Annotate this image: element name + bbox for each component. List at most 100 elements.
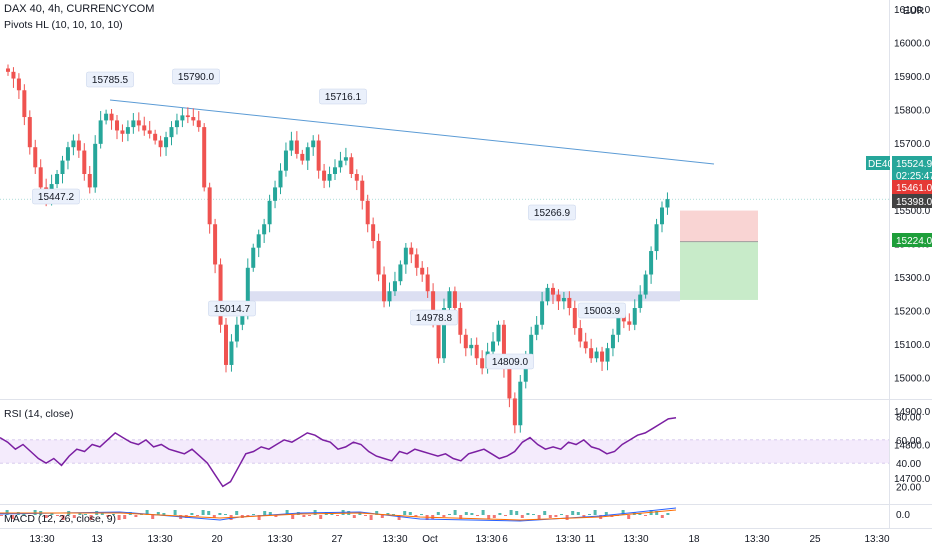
candle-body[interactable] bbox=[300, 153, 305, 161]
candle-body[interactable] bbox=[534, 324, 539, 335]
candle-body[interactable] bbox=[431, 291, 436, 322]
candle-body[interactable] bbox=[262, 224, 267, 235]
candle-body[interactable] bbox=[420, 267, 425, 275]
candle-body[interactable] bbox=[660, 207, 664, 225]
candle-body[interactable] bbox=[185, 115, 190, 118]
candle-body[interactable] bbox=[491, 341, 496, 352]
candle-body[interactable] bbox=[202, 127, 207, 188]
take-profit-zone[interactable] bbox=[680, 241, 758, 300]
candle-body[interactable] bbox=[164, 137, 169, 148]
candle-body[interactable] bbox=[382, 274, 387, 302]
candle-body[interactable] bbox=[109, 113, 114, 121]
candle-body[interactable] bbox=[234, 324, 239, 342]
candle-body[interactable] bbox=[463, 334, 468, 349]
candle-body[interactable] bbox=[643, 274, 648, 295]
candle-body[interactable] bbox=[82, 150, 87, 174]
candle-body[interactable] bbox=[327, 174, 332, 181]
candle-body[interactable] bbox=[583, 341, 588, 349]
candle-body[interactable] bbox=[654, 224, 659, 252]
candle-body[interactable] bbox=[153, 133, 158, 141]
candle-body[interactable] bbox=[343, 157, 348, 161]
candle-body[interactable] bbox=[11, 71, 16, 79]
candle-body[interactable] bbox=[409, 247, 414, 255]
candle-body[interactable] bbox=[104, 113, 109, 121]
candle-body[interactable] bbox=[545, 287, 550, 302]
candle-body[interactable] bbox=[496, 324, 501, 342]
candle-body[interactable] bbox=[458, 308, 463, 335]
candle-body[interactable] bbox=[632, 308, 637, 325]
candle-body[interactable] bbox=[147, 130, 152, 134]
candle-body[interactable] bbox=[251, 247, 256, 268]
candle-body[interactable] bbox=[60, 160, 65, 174]
candle-body[interactable] bbox=[294, 140, 299, 154]
candle-body[interactable] bbox=[512, 398, 517, 426]
candle-body[interactable] bbox=[561, 297, 566, 302]
candle-body[interactable] bbox=[71, 140, 76, 148]
candle-body[interactable] bbox=[305, 147, 310, 161]
candle-body[interactable] bbox=[224, 324, 228, 365]
candle-body[interactable] bbox=[283, 150, 288, 171]
candle-body[interactable] bbox=[610, 334, 615, 349]
candle-body[interactable] bbox=[207, 187, 212, 225]
candle-body[interactable] bbox=[33, 147, 38, 168]
candle-body[interactable] bbox=[120, 130, 125, 134]
candle-body[interactable] bbox=[180, 115, 185, 121]
candle-body[interactable] bbox=[256, 234, 261, 248]
candle-body[interactable] bbox=[523, 358, 528, 382]
candle-body[interactable] bbox=[289, 140, 294, 151]
indicator-label[interactable]: Pivots HL (10, 10, 10, 10) bbox=[4, 19, 123, 31]
candle-body[interactable] bbox=[365, 200, 370, 225]
candle-body[interactable] bbox=[158, 140, 163, 148]
candle-body[interactable] bbox=[436, 321, 441, 359]
candle-body[interactable] bbox=[333, 167, 337, 174]
candle-body[interactable] bbox=[169, 127, 174, 138]
candle-body[interactable] bbox=[316, 140, 321, 171]
candle-body[interactable] bbox=[649, 251, 654, 275]
candle-body[interactable] bbox=[616, 314, 621, 335]
candle-body[interactable] bbox=[174, 120, 179, 128]
candle-body[interactable] bbox=[594, 351, 599, 359]
candle-body[interactable] bbox=[480, 358, 485, 369]
candle-body[interactable] bbox=[93, 143, 98, 188]
candle-body[interactable] bbox=[142, 125, 147, 131]
candle-body[interactable] bbox=[556, 294, 561, 302]
candle-body[interactable] bbox=[589, 348, 594, 359]
candle-body[interactable] bbox=[22, 90, 27, 118]
candle-body[interactable] bbox=[131, 120, 136, 128]
candle-body[interactable] bbox=[387, 291, 392, 302]
candle-body[interactable] bbox=[442, 308, 446, 359]
candle-body[interactable] bbox=[518, 381, 523, 426]
candle-body[interactable] bbox=[98, 120, 103, 144]
candle-body[interactable] bbox=[38, 167, 43, 188]
candle-body[interactable] bbox=[6, 68, 10, 72]
candle-body[interactable] bbox=[55, 174, 60, 185]
candle-body[interactable] bbox=[125, 127, 130, 134]
candle-body[interactable] bbox=[311, 140, 316, 148]
candle-body[interactable] bbox=[65, 147, 70, 161]
candle-body[interactable] bbox=[229, 341, 234, 365]
candle-body[interactable] bbox=[273, 187, 278, 201]
candle-body[interactable] bbox=[425, 274, 430, 292]
candle-body[interactable] bbox=[501, 324, 506, 369]
candle-body[interactable] bbox=[403, 247, 408, 265]
candle-body[interactable] bbox=[469, 344, 474, 349]
candle-body[interactable] bbox=[578, 328, 583, 342]
candle-body[interactable] bbox=[452, 291, 457, 308]
candle-body[interactable] bbox=[213, 224, 218, 265]
candle-body[interactable] bbox=[354, 174, 359, 181]
candle-body[interactable] bbox=[572, 308, 577, 329]
candle-body[interactable] bbox=[136, 120, 141, 126]
candle-body[interactable] bbox=[87, 174, 92, 188]
candle-body[interactable] bbox=[371, 224, 376, 241]
rsi-label[interactable]: RSI (14, close) bbox=[4, 408, 74, 420]
candle-body[interactable] bbox=[414, 254, 419, 268]
candle-body[interactable] bbox=[218, 264, 223, 325]
candle-body[interactable] bbox=[605, 348, 610, 362]
candle-body[interactable] bbox=[638, 294, 643, 308]
candle-body[interactable] bbox=[392, 281, 397, 292]
candle-body[interactable] bbox=[540, 301, 545, 325]
candle-body[interactable] bbox=[191, 117, 196, 121]
candle-body[interactable] bbox=[507, 368, 512, 399]
candle-body[interactable] bbox=[27, 117, 32, 148]
candle-body[interactable] bbox=[245, 267, 250, 315]
